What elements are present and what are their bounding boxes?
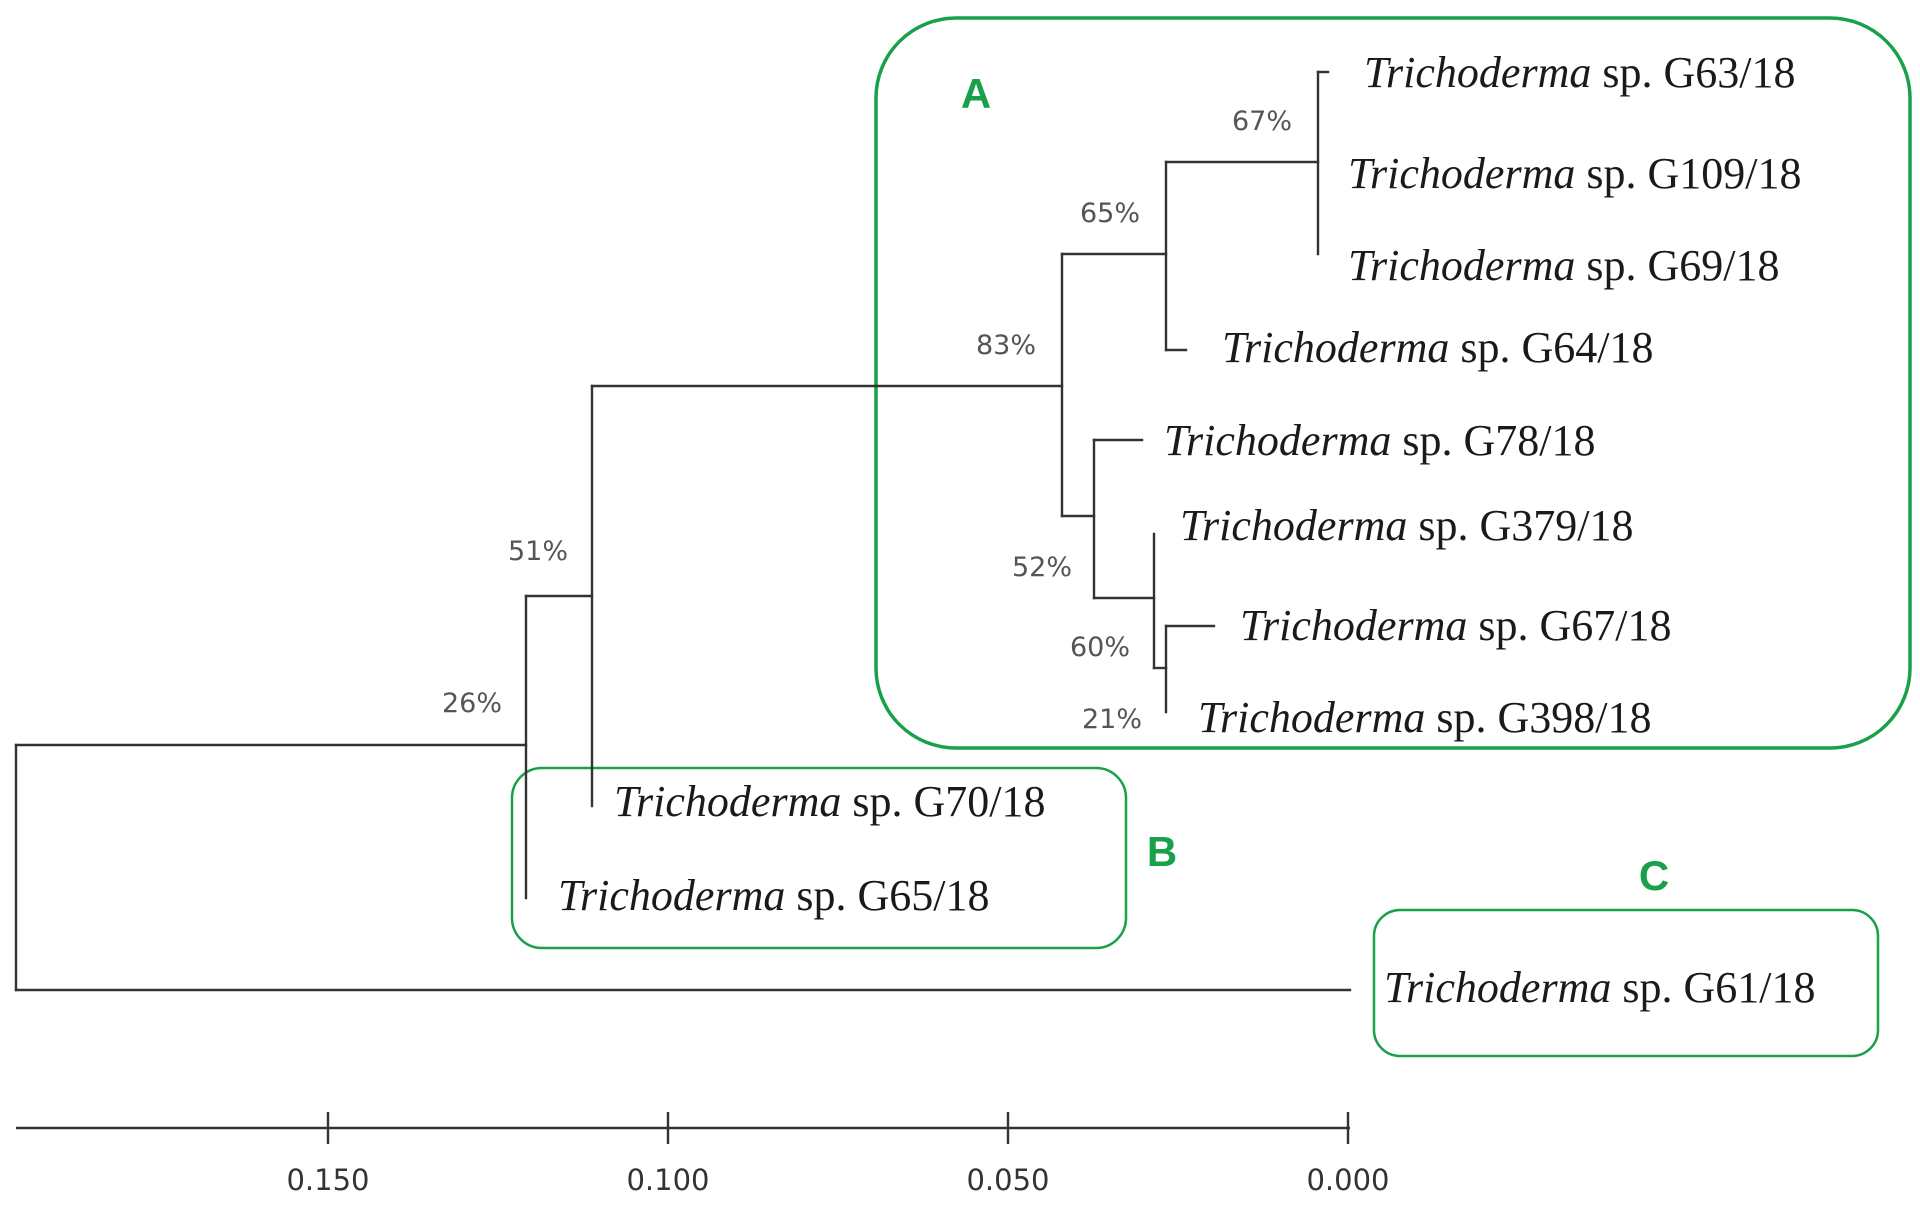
bootstrap-value: 60% — [1070, 632, 1130, 663]
leaf-strain: sp. G109/18 — [1575, 149, 1801, 198]
leaf-labels: Trichoderma sp. G63/18 Trichoderma sp. G… — [558, 48, 1815, 1012]
bootstrap-value: 52% — [1012, 552, 1072, 583]
bootstrap-values: 67% 65% 83% 52% 60% 21% 51% 26% — [442, 106, 1292, 735]
scale-tick-label: 0.100 — [626, 1163, 709, 1197]
bootstrap-value: 21% — [1082, 704, 1142, 735]
bootstrap-value: 26% — [442, 688, 502, 719]
leaf-label: Trichoderma sp. G78/18 — [1164, 416, 1595, 465]
leaf-genus: Trichoderma — [1364, 48, 1591, 97]
leaf-label: Trichoderma sp. G63/18 — [1364, 48, 1795, 97]
leaf-label: Trichoderma sp. G379/18 — [1180, 501, 1633, 550]
leaf-strain: sp. G61/18 — [1611, 963, 1815, 1012]
leaf-label: Trichoderma sp. G61/18 — [1384, 963, 1815, 1012]
bootstrap-value: 51% — [508, 536, 568, 567]
group-b-box — [510, 766, 1128, 950]
leaf-genus: Trichoderma — [1180, 501, 1407, 550]
leaf-strain: sp. G379/18 — [1407, 501, 1633, 550]
leaf-strain: sp. G398/18 — [1425, 693, 1651, 742]
leaf-label: Trichoderma sp. G398/18 — [1198, 693, 1651, 742]
leaf-genus: Trichoderma — [558, 871, 785, 920]
leaf-strain: sp. G70/18 — [841, 777, 1045, 826]
group-b-label: B — [1147, 828, 1177, 875]
leaf-label: Trichoderma sp. G70/18 — [614, 777, 1045, 826]
leaf-strain: sp. G64/18 — [1449, 323, 1653, 372]
scale-tick-label: 0.000 — [1306, 1163, 1389, 1197]
bootstrap-value: 67% — [1232, 106, 1292, 137]
leaf-label: Trichoderma sp. G65/18 — [558, 871, 989, 920]
leaf-genus: Trichoderma — [1348, 241, 1575, 290]
group-c-box — [1372, 908, 1880, 1058]
scale-bar: 0.150 0.100 0.050 0.000 — [16, 1112, 1390, 1197]
leaf-genus: Trichoderma — [1348, 149, 1575, 198]
leaf-genus: Trichoderma — [1240, 601, 1467, 650]
group-c-label: C — [1639, 852, 1669, 899]
tree-branches — [14, 70, 1352, 992]
leaf-strain: sp. G78/18 — [1391, 416, 1595, 465]
scale-tick-label: 0.050 — [966, 1163, 1049, 1197]
leaf-strain: sp. G67/18 — [1467, 601, 1671, 650]
bootstrap-value: 83% — [976, 330, 1036, 361]
leaf-label: Trichoderma sp. G67/18 — [1240, 601, 1671, 650]
leaf-genus: Trichoderma — [614, 777, 841, 826]
group-a-label: A — [961, 70, 991, 117]
bootstrap-value: 65% — [1080, 198, 1140, 229]
leaf-label: Trichoderma sp. G69/18 — [1348, 241, 1779, 290]
leaf-genus: Trichoderma — [1164, 416, 1391, 465]
group-a-box — [874, 16, 1912, 750]
leaf-genus: Trichoderma — [1384, 963, 1611, 1012]
leaf-strain: sp. G65/18 — [785, 871, 989, 920]
leaf-label: Trichoderma sp. G64/18 — [1222, 323, 1653, 372]
leaf-strain: sp. G63/18 — [1591, 48, 1795, 97]
leaf-genus: Trichoderma — [1222, 323, 1449, 372]
leaf-strain: sp. G69/18 — [1575, 241, 1779, 290]
scale-tick-label: 0.150 — [286, 1163, 369, 1197]
leaf-label: Trichoderma sp. G109/18 — [1348, 149, 1801, 198]
leaf-genus: Trichoderma — [1198, 693, 1425, 742]
